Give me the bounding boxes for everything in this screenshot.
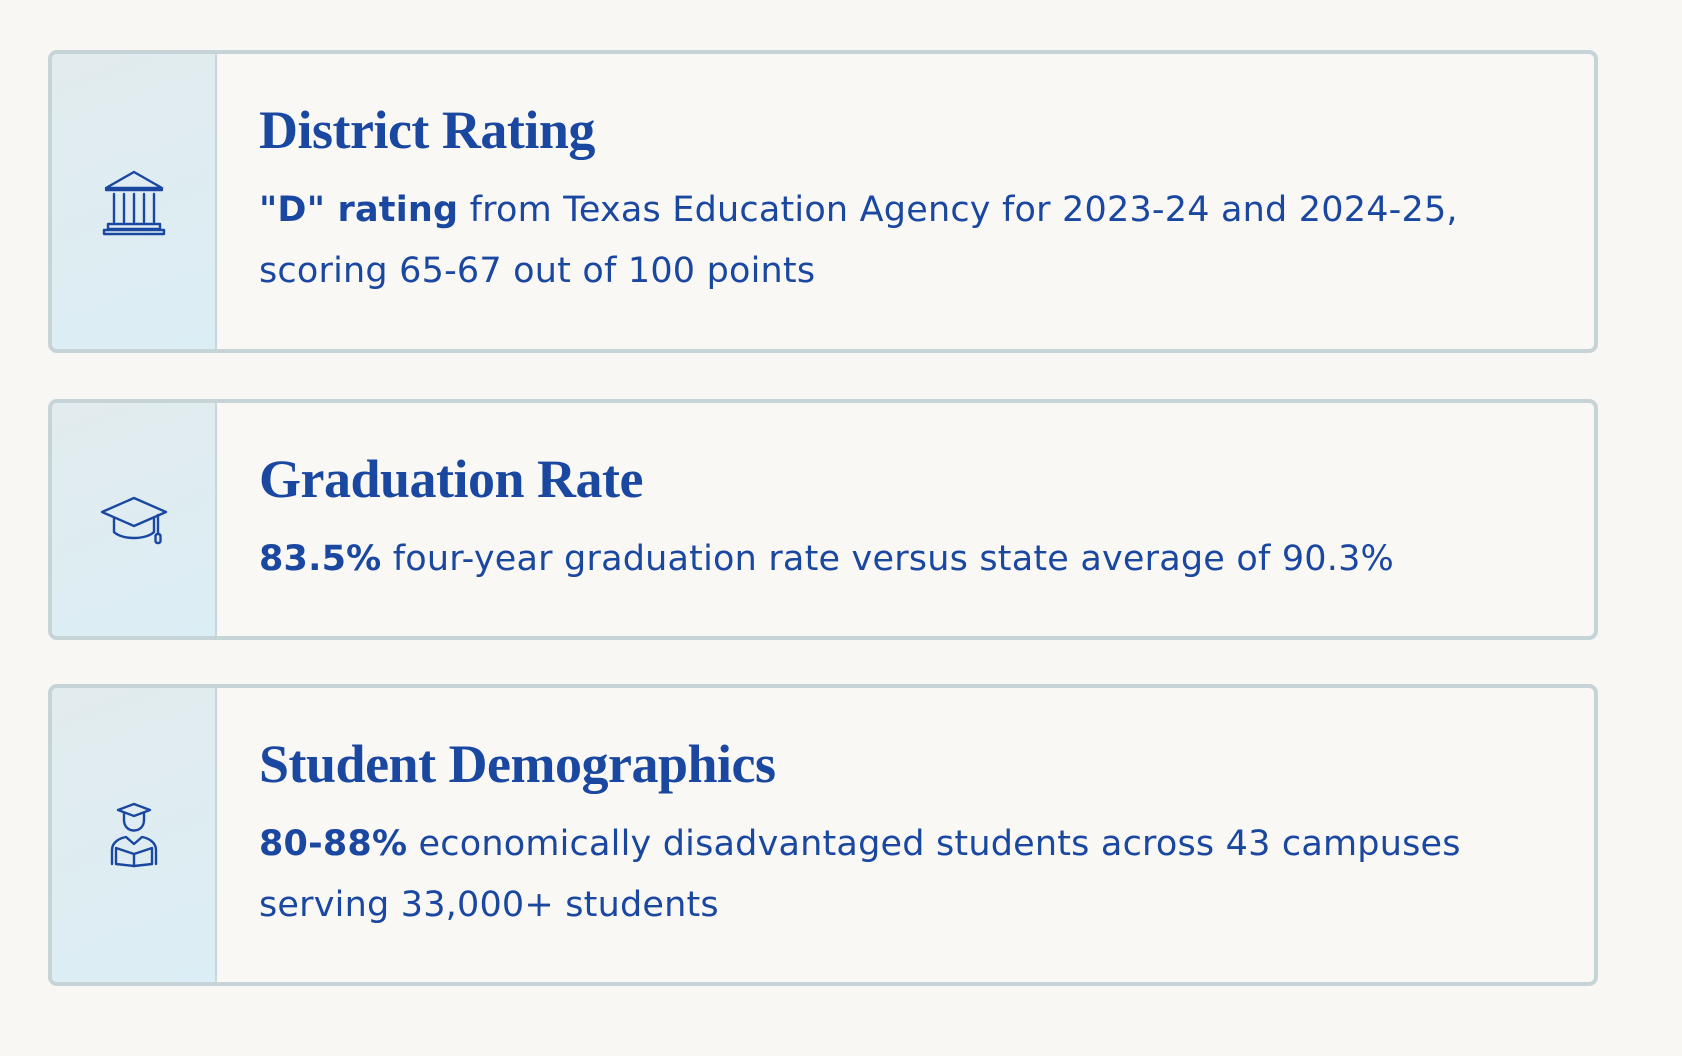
card-content: Graduation Rate 83.5% four-year graduati… xyxy=(217,403,1594,636)
card-description: 80-88% economically disadvantaged studen… xyxy=(259,814,1534,936)
card-description: 83.5% four-year graduation rate versus s… xyxy=(259,529,1534,590)
student-icon xyxy=(110,802,157,868)
description-text: from Texas Education Agency for 2023-24 … xyxy=(259,190,1458,291)
highlight: 83.5% xyxy=(259,539,382,579)
description-text: four-year graduation rate versus state a… xyxy=(392,539,1395,579)
icon-column xyxy=(52,688,217,982)
card-title: Student Demographics xyxy=(259,734,776,794)
card-content: District Rating "D" rating from Texas Ed… xyxy=(217,54,1594,349)
icon-column xyxy=(52,403,217,636)
highlight: "D" rating xyxy=(259,190,459,230)
icon-column xyxy=(52,54,217,349)
description-text: economically disadvantaged students acro… xyxy=(259,824,1461,925)
card-title: Graduation Rate xyxy=(259,449,644,509)
highlight: 80-88% xyxy=(259,824,408,864)
card: Graduation Rate 83.5% four-year graduati… xyxy=(48,399,1598,640)
card: District Rating "D" rating from Texas Ed… xyxy=(48,50,1598,353)
card: Student Demographics 80-88% economically… xyxy=(48,684,1598,986)
card-title: District Rating xyxy=(259,100,595,160)
card-description: "D" rating from Texas Education Agency f… xyxy=(259,180,1534,302)
graduation-cap-icon xyxy=(100,496,167,544)
card-content: Student Demographics 80-88% economically… xyxy=(217,688,1594,982)
building-icon xyxy=(102,170,165,235)
